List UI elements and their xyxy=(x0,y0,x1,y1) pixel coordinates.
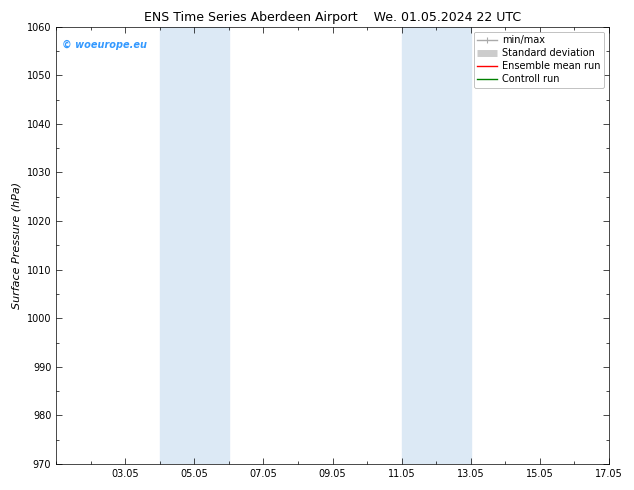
Bar xyxy=(160,26,229,464)
Y-axis label: Surface Pressure (hPa): Surface Pressure (hPa) xyxy=(11,182,21,309)
Text: © woeurope.eu: © woeurope.eu xyxy=(61,40,146,50)
Bar xyxy=(402,26,471,464)
Legend: min/max, Standard deviation, Ensemble mean run, Controll run: min/max, Standard deviation, Ensemble me… xyxy=(474,31,604,88)
Title: ENS Time Series Aberdeen Airport    We. 01.05.2024 22 UTC: ENS Time Series Aberdeen Airport We. 01.… xyxy=(144,11,521,24)
